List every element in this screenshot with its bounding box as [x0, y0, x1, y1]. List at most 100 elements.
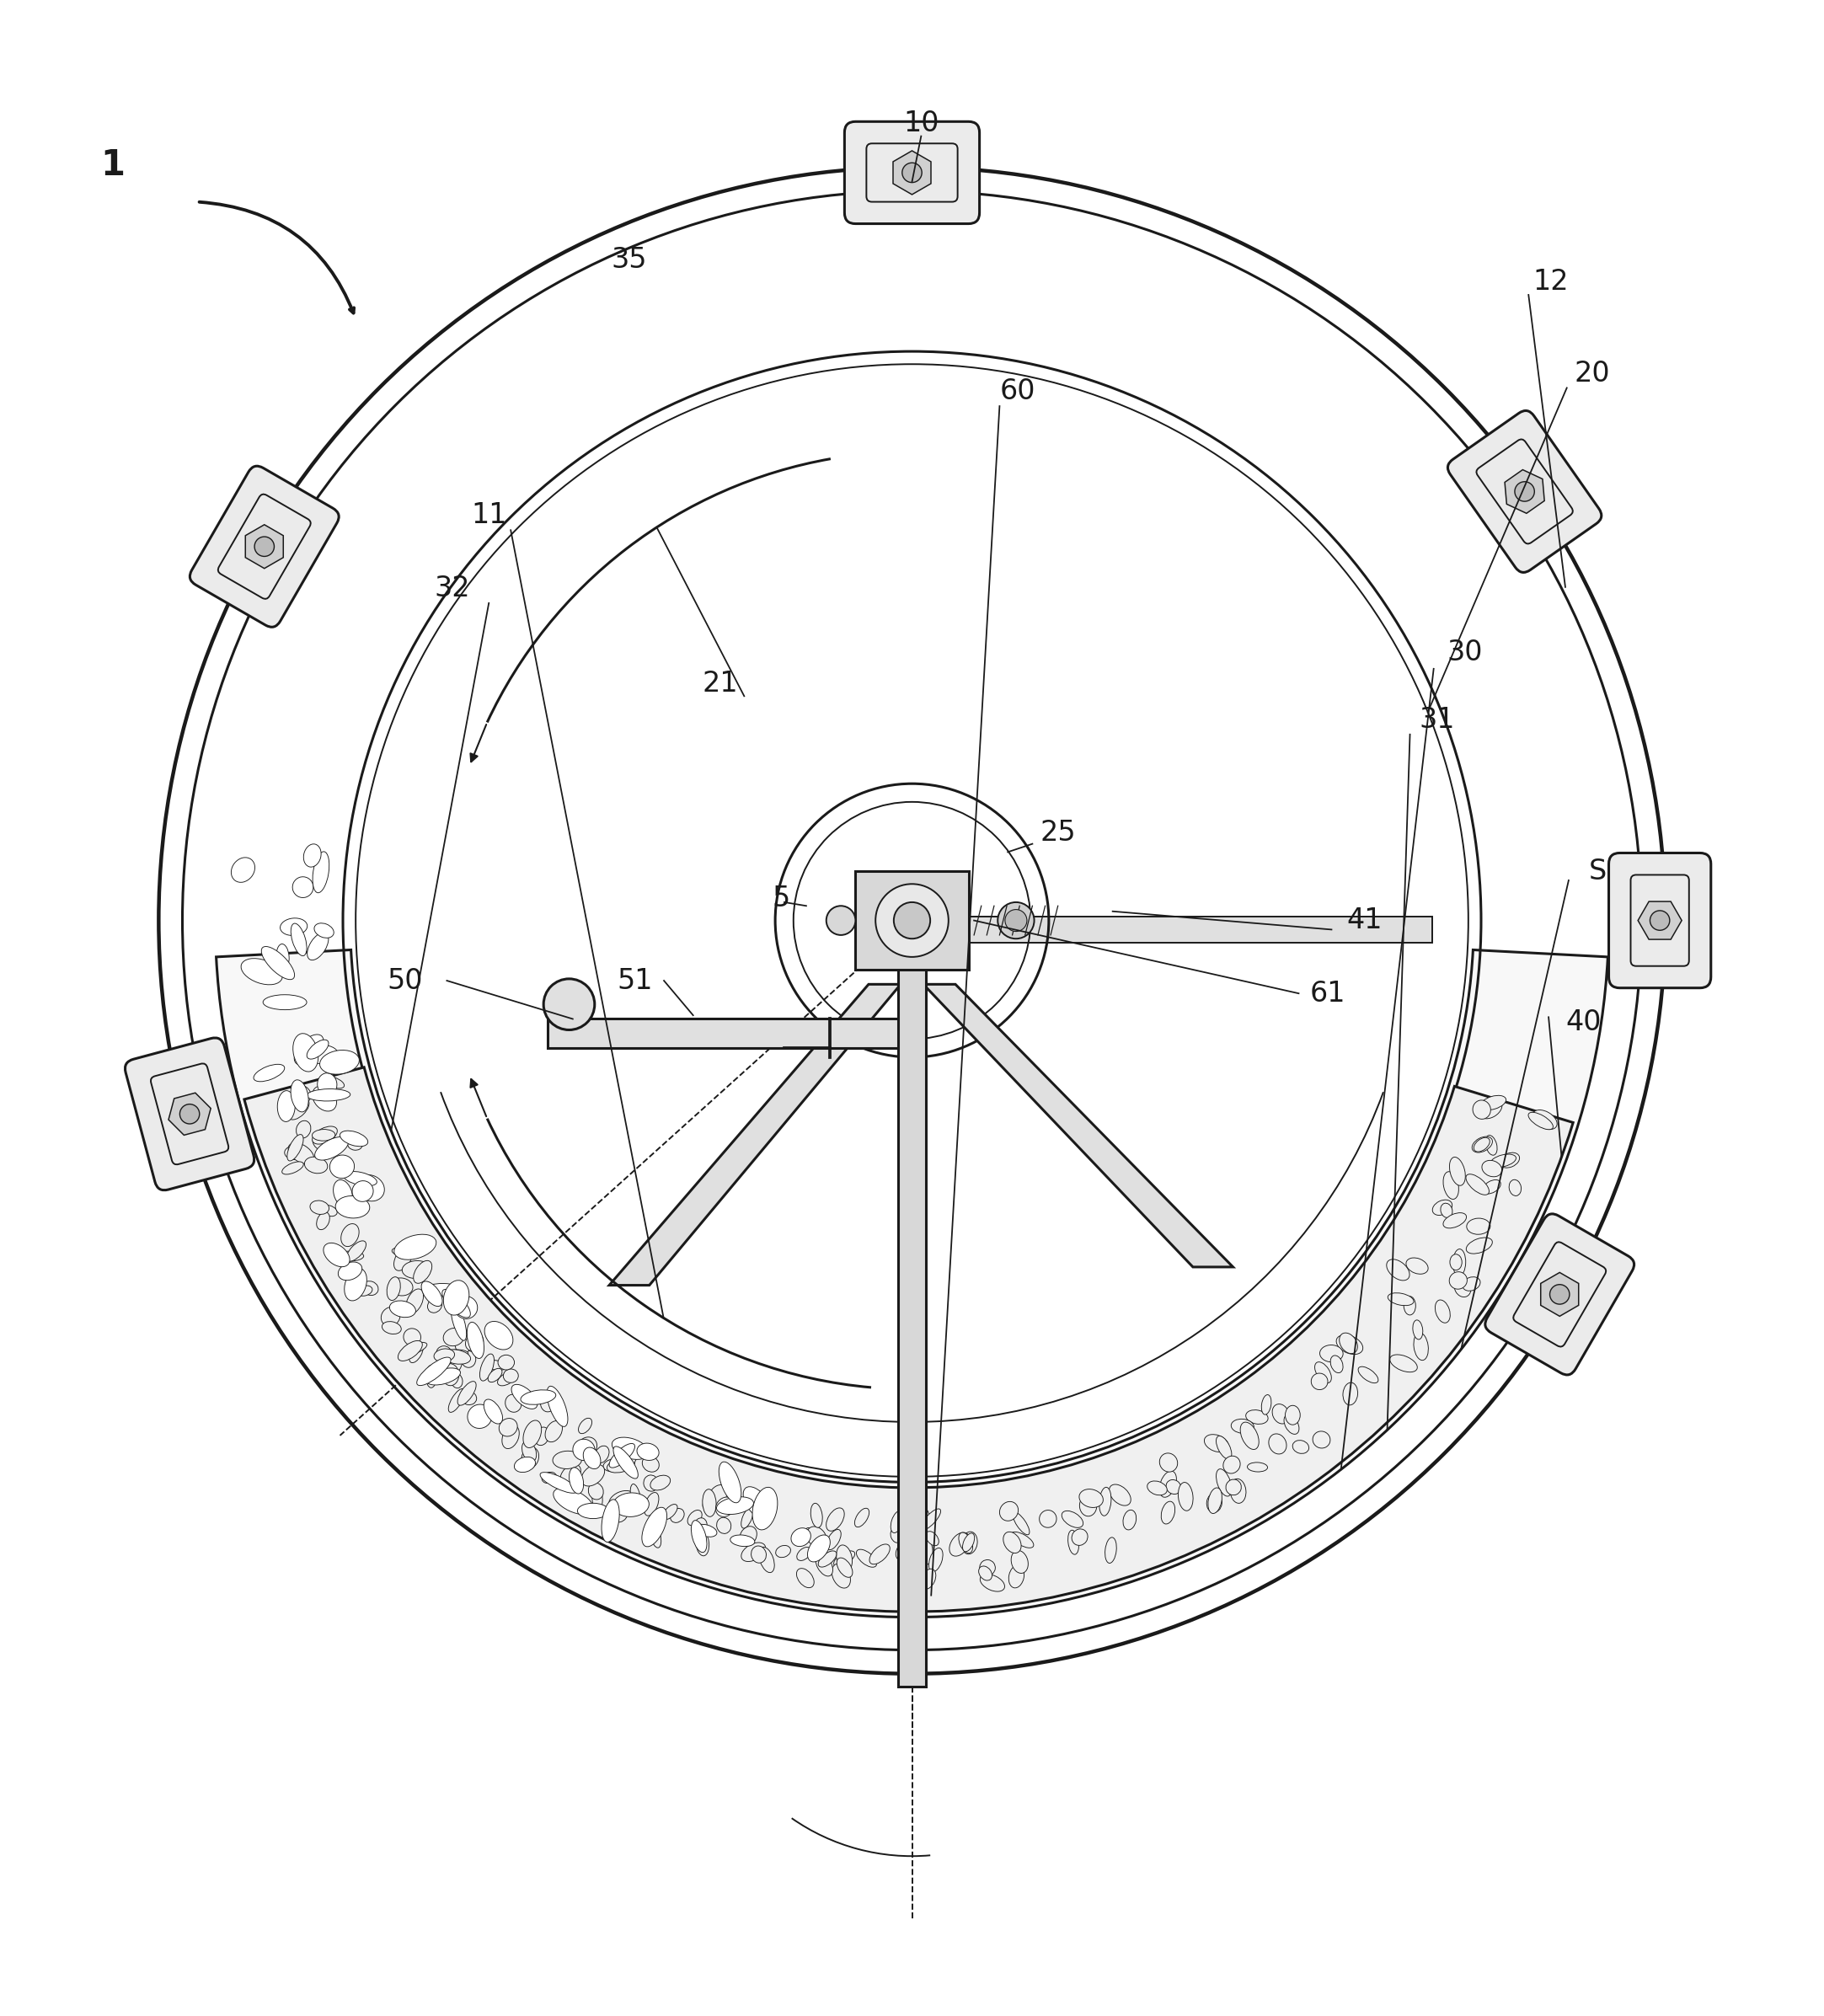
- Ellipse shape: [917, 1536, 932, 1564]
- Ellipse shape: [963, 1534, 974, 1552]
- Ellipse shape: [308, 1044, 339, 1064]
- Ellipse shape: [1178, 1482, 1193, 1510]
- Ellipse shape: [467, 1322, 483, 1359]
- Polygon shape: [609, 984, 901, 1286]
- Ellipse shape: [792, 1528, 812, 1546]
- Ellipse shape: [277, 943, 290, 970]
- Ellipse shape: [339, 1131, 368, 1147]
- Ellipse shape: [356, 1286, 372, 1296]
- Ellipse shape: [390, 1278, 412, 1296]
- Ellipse shape: [1147, 1482, 1167, 1496]
- Ellipse shape: [834, 1550, 855, 1566]
- Ellipse shape: [427, 1298, 441, 1312]
- Ellipse shape: [1479, 1099, 1501, 1119]
- Ellipse shape: [1529, 1113, 1552, 1129]
- Circle shape: [1550, 1284, 1569, 1304]
- Ellipse shape: [717, 1518, 731, 1534]
- Ellipse shape: [751, 1488, 777, 1530]
- Ellipse shape: [312, 1127, 337, 1145]
- Ellipse shape: [1532, 1111, 1558, 1129]
- Ellipse shape: [403, 1329, 421, 1345]
- Ellipse shape: [1160, 1472, 1176, 1498]
- Ellipse shape: [317, 1212, 330, 1230]
- Ellipse shape: [343, 1171, 378, 1185]
- Ellipse shape: [899, 1570, 919, 1589]
- Ellipse shape: [483, 1361, 507, 1371]
- Ellipse shape: [1481, 1161, 1501, 1177]
- Ellipse shape: [294, 1034, 323, 1064]
- Ellipse shape: [454, 1296, 478, 1318]
- Ellipse shape: [582, 1464, 604, 1486]
- Ellipse shape: [1337, 1335, 1363, 1355]
- Ellipse shape: [1229, 1480, 1246, 1504]
- Ellipse shape: [669, 1508, 684, 1522]
- Ellipse shape: [644, 1492, 658, 1516]
- Ellipse shape: [1105, 1538, 1116, 1562]
- Ellipse shape: [502, 1425, 520, 1450]
- Circle shape: [826, 905, 855, 935]
- Ellipse shape: [347, 1240, 367, 1262]
- Ellipse shape: [337, 1262, 361, 1280]
- Ellipse shape: [286, 1135, 303, 1161]
- Ellipse shape: [1080, 1490, 1104, 1508]
- FancyBboxPatch shape: [1448, 411, 1601, 573]
- Ellipse shape: [855, 1550, 877, 1566]
- Ellipse shape: [573, 1439, 595, 1460]
- Ellipse shape: [695, 1524, 717, 1536]
- Ellipse shape: [306, 933, 328, 960]
- Text: 32: 32: [434, 575, 471, 603]
- Ellipse shape: [651, 1476, 671, 1490]
- Text: 40: 40: [1565, 1008, 1601, 1036]
- Ellipse shape: [1224, 1456, 1240, 1474]
- Ellipse shape: [576, 1437, 596, 1456]
- Polygon shape: [1638, 901, 1682, 939]
- Ellipse shape: [312, 1087, 337, 1111]
- Ellipse shape: [921, 1508, 941, 1530]
- Ellipse shape: [1080, 1496, 1096, 1516]
- Text: 5: 5: [772, 885, 790, 913]
- Ellipse shape: [751, 1546, 766, 1562]
- Ellipse shape: [306, 1040, 328, 1058]
- Text: S: S: [1589, 857, 1607, 885]
- Bar: [547, 1018, 903, 1048]
- Ellipse shape: [436, 1347, 451, 1361]
- Ellipse shape: [1483, 1179, 1501, 1193]
- Ellipse shape: [797, 1568, 814, 1589]
- Ellipse shape: [903, 1516, 921, 1532]
- Ellipse shape: [303, 845, 321, 867]
- Ellipse shape: [1441, 1204, 1452, 1218]
- Polygon shape: [1505, 470, 1545, 514]
- Ellipse shape: [604, 1458, 627, 1472]
- Ellipse shape: [1286, 1405, 1301, 1425]
- Ellipse shape: [1472, 1137, 1492, 1153]
- Ellipse shape: [644, 1476, 658, 1492]
- Ellipse shape: [1069, 1530, 1078, 1554]
- Ellipse shape: [1231, 1419, 1253, 1433]
- Text: 50: 50: [387, 968, 423, 994]
- Ellipse shape: [979, 1574, 1005, 1591]
- Circle shape: [894, 903, 930, 939]
- Ellipse shape: [1109, 1484, 1131, 1506]
- Ellipse shape: [1414, 1333, 1428, 1361]
- Ellipse shape: [695, 1530, 710, 1556]
- Ellipse shape: [458, 1381, 476, 1405]
- Ellipse shape: [498, 1355, 514, 1369]
- Ellipse shape: [283, 1161, 303, 1175]
- Ellipse shape: [1435, 1300, 1450, 1322]
- Ellipse shape: [806, 1526, 826, 1548]
- Ellipse shape: [348, 1139, 363, 1151]
- Ellipse shape: [1010, 1532, 1034, 1548]
- Ellipse shape: [607, 1458, 635, 1472]
- Ellipse shape: [1009, 1564, 1023, 1589]
- Ellipse shape: [1273, 1403, 1290, 1423]
- Wedge shape: [217, 950, 1607, 1617]
- Ellipse shape: [443, 1280, 469, 1314]
- Ellipse shape: [837, 1558, 852, 1577]
- Ellipse shape: [398, 1341, 423, 1361]
- Ellipse shape: [540, 1472, 578, 1494]
- Ellipse shape: [1226, 1480, 1242, 1496]
- Ellipse shape: [1012, 1512, 1029, 1534]
- Ellipse shape: [540, 1391, 556, 1411]
- Text: 35: 35: [611, 246, 648, 274]
- Ellipse shape: [334, 1179, 352, 1208]
